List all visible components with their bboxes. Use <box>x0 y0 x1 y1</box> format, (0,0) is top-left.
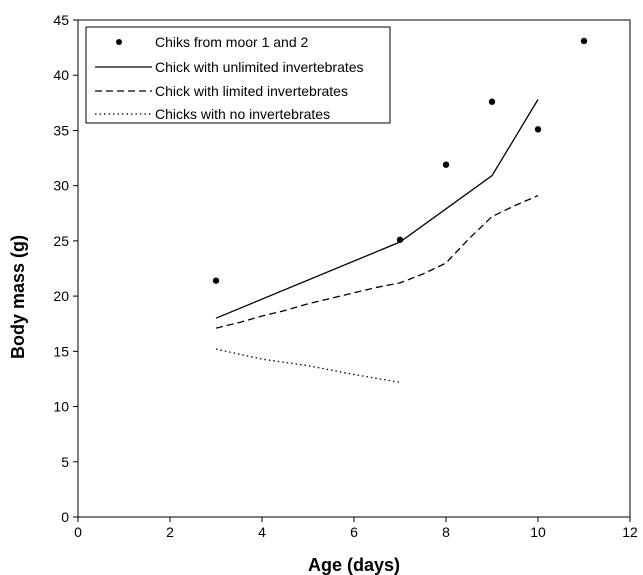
y-axis-title: Body mass (g) <box>8 235 28 359</box>
y-tick-label: 45 <box>53 12 69 28</box>
data-point <box>488 98 496 105</box>
legend-box <box>85 26 391 124</box>
y-tick-label: 10 <box>53 399 69 415</box>
x-tick-label: 10 <box>530 524 546 540</box>
legend-label-unlimited: Chick with unlimited invertebrates <box>155 59 364 75</box>
x-tick-label: 6 <box>350 524 358 540</box>
y-tick-label: 15 <box>53 343 69 359</box>
series-line-limited <box>215 195 539 329</box>
x-tick-label: 4 <box>258 524 266 540</box>
y-tick-label: 40 <box>53 67 69 83</box>
legend-label-points: Chiks from moor 1 and 2 <box>155 34 308 50</box>
x-tick-label: 8 <box>442 524 450 540</box>
x-axis: 0 2 4 6 8 10 12 <box>74 517 638 540</box>
legend-label-none: Chicks with no invertebrates <box>155 106 330 122</box>
y-tick-label: 5 <box>61 454 69 470</box>
y-tick-label: 25 <box>53 233 69 249</box>
y-tick-label: 35 <box>53 122 69 138</box>
y-tick-label: 0 <box>61 509 69 525</box>
x-axis-title: Age (days) <box>308 555 400 575</box>
data-point <box>580 37 588 45</box>
legend-label-limited: Chick with limited invertebrates <box>155 83 348 99</box>
legend: Chiks from moor 1 and 2 Chick with unlim… <box>85 26 391 124</box>
x-tick-label: 2 <box>166 524 174 540</box>
series-line-none <box>215 348 401 383</box>
series-line-unlimited <box>215 99 539 319</box>
y-axis: 0 5 10 15 20 25 30 35 40 45 <box>53 12 78 525</box>
series-layer <box>212 37 588 383</box>
data-point <box>534 126 542 133</box>
data-point <box>212 277 220 284</box>
x-tick-label: 12 <box>622 524 638 540</box>
y-tick-label: 20 <box>53 288 69 304</box>
y-tick-label: 30 <box>53 178 69 194</box>
x-tick-label: 0 <box>74 524 82 540</box>
data-point <box>442 161 450 168</box>
legend-marker-points <box>116 39 122 45</box>
